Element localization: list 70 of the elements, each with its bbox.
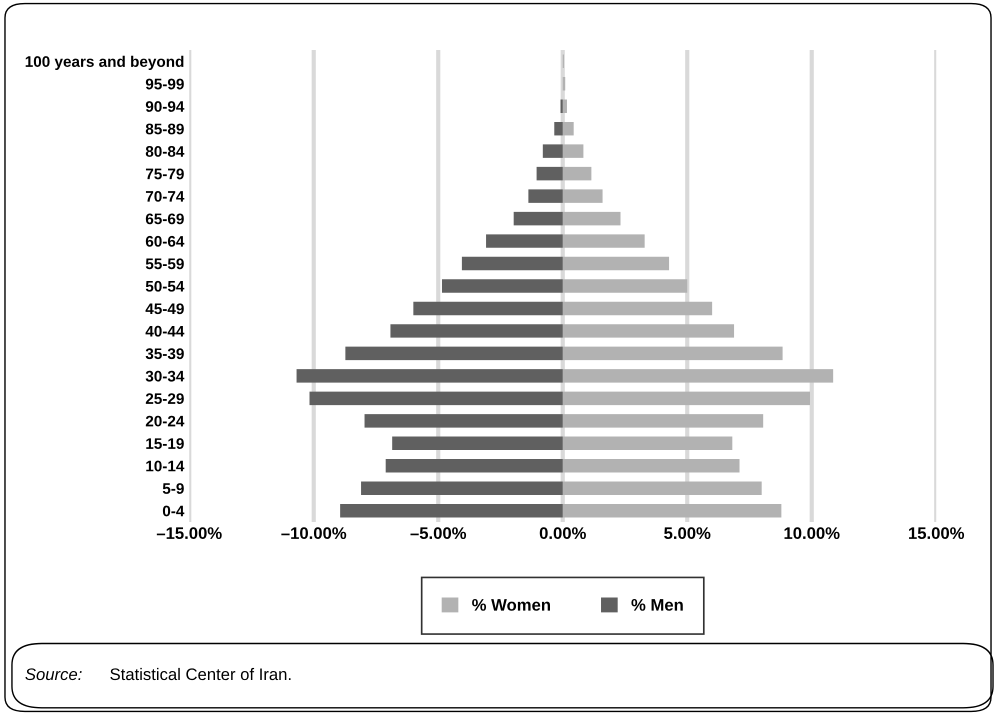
y-tick-label: 100 years and beyond <box>26 56 184 70</box>
y-tick-label: 30-34 <box>146 370 184 382</box>
bar <box>486 234 563 248</box>
source-note: Source: <box>25 668 82 680</box>
bar <box>562 256 670 270</box>
bar <box>554 122 563 136</box>
y-tick-label: 0-4 <box>162 506 184 516</box>
bar <box>340 504 563 518</box>
bar <box>390 324 563 338</box>
bar <box>562 369 834 383</box>
y-tick-label: 65-69 <box>146 213 184 224</box>
bar <box>562 414 764 428</box>
bar <box>562 346 783 360</box>
y-tick-label: 40-44 <box>146 326 184 337</box>
bar <box>296 369 563 383</box>
legend-label: % Men <box>631 599 683 611</box>
bar <box>542 144 563 158</box>
bar <box>442 279 563 293</box>
bar <box>562 144 584 158</box>
bar <box>562 392 810 406</box>
y-tick-label: 85-89 <box>146 124 184 134</box>
bar <box>528 189 563 203</box>
y-tick-label: 20-24 <box>146 416 184 427</box>
bar <box>310 392 563 406</box>
x-tick-label: –15.00% <box>156 527 222 540</box>
bar <box>562 122 574 136</box>
bar <box>386 459 563 473</box>
y-tick-label: 25-29 <box>146 393 184 404</box>
bar <box>392 436 563 450</box>
x-tick-label: 5.00% <box>664 527 710 540</box>
y-tick-label: 55-59 <box>146 258 184 270</box>
bar <box>462 256 563 270</box>
x-tick-label: –10.00% <box>281 527 346 540</box>
y-tick-label: 90-94 <box>146 101 184 112</box>
bar <box>562 234 645 248</box>
y-tick-label: 5-9 <box>162 483 184 494</box>
y-tick-label: 10-14 <box>146 460 184 472</box>
bar <box>562 189 603 203</box>
bar <box>562 436 732 450</box>
bar <box>562 77 566 90</box>
bar <box>345 346 563 360</box>
y-tick-label: 60-64 <box>146 236 184 247</box>
x-tick-label: 15.00% <box>909 527 964 540</box>
y-tick-label: 80-84 <box>146 146 184 157</box>
x-tick-label: 10.00% <box>784 527 840 540</box>
bar <box>562 324 734 338</box>
y-tick-label: 50-54 <box>146 280 184 292</box>
y-tick-label: 15-19 <box>146 438 184 449</box>
bar <box>562 482 762 495</box>
bar <box>562 302 712 316</box>
bar <box>562 504 782 518</box>
bar <box>562 212 621 226</box>
y-tick-label: 45-49 <box>146 303 184 314</box>
bar <box>562 99 567 113</box>
bar <box>562 166 592 180</box>
x-tick-label: 0.00% <box>540 527 586 540</box>
y-tick-label: 95-99 <box>146 78 184 90</box>
x-tick-label: –5.00% <box>410 527 466 540</box>
bar <box>361 482 563 495</box>
bar <box>364 414 563 428</box>
bar <box>562 459 740 473</box>
legend-label: % Women <box>472 599 550 611</box>
y-tick-label: 75-79 <box>146 168 184 180</box>
bar <box>413 302 563 316</box>
bar <box>562 279 688 293</box>
text: Statistical Center of Iran. <box>110 668 291 680</box>
y-tick-label: 35-39 <box>146 348 184 360</box>
bar <box>514 212 563 226</box>
y-tick-label: 70-74 <box>146 190 184 202</box>
bar <box>536 166 563 180</box>
